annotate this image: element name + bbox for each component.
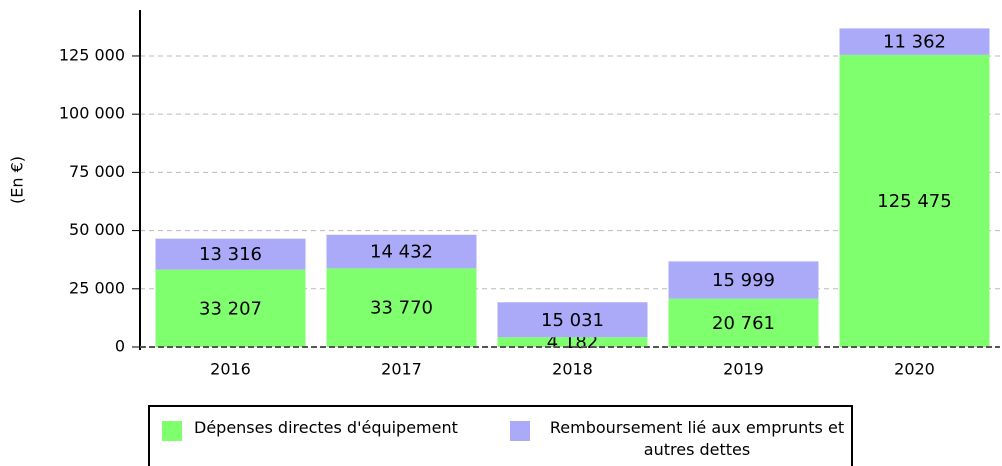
y-tick-label: 25 000 (69, 278, 125, 297)
bar-segment (155, 238, 306, 270)
value-label: 13 316 (199, 244, 262, 265)
legend-label: Remboursement lié aux emprunts et autres… (549, 418, 845, 459)
y-tick-label: 125 000 (59, 45, 125, 64)
legend-swatch (510, 421, 530, 441)
bar-segment (155, 269, 306, 347)
y-tick-label: 0 (115, 337, 125, 356)
value-label: 14 432 (370, 242, 433, 263)
bar-segment (668, 298, 819, 347)
legend: Dépenses directes d'équipement Remboursem… (148, 405, 853, 466)
legend-item: Dépenses directes d'équipement (162, 417, 458, 441)
bar-segment (497, 302, 648, 338)
x-tick-label: 2016 (210, 360, 251, 379)
chart: (En €) 0 25 000 50 000 75 000 100 000 125 000… (8, 10, 1000, 379)
y-tick-label: 75 000 (69, 162, 125, 181)
value-label: 15 031 (541, 310, 604, 331)
legend-label: Dépenses directes d'équipement (194, 418, 458, 437)
x-tick-label: 2020 (894, 360, 935, 379)
bar-segment (668, 261, 819, 299)
value-label: 20 761 (712, 313, 775, 334)
value-label: 33 770 (370, 298, 433, 319)
legend-swatch (162, 421, 182, 441)
y-tick-label: 100 000 (59, 104, 125, 123)
value-label: 125 475 (877, 191, 951, 212)
bar-segment (326, 268, 477, 347)
value-label: 33 207 (199, 298, 262, 319)
bar-segment (839, 54, 990, 347)
x-tick-label: 2017 (381, 360, 422, 379)
bar-segment (839, 28, 990, 55)
y-tick-label: 50 000 (69, 220, 125, 239)
value-label: 15 999 (712, 270, 775, 291)
bar-segment (497, 337, 648, 347)
y-axis-label: (En €) (8, 156, 27, 204)
x-tick-label: 2019 (723, 360, 764, 379)
value-label: 11 362 (883, 32, 946, 53)
x-tick-label: 2018 (552, 360, 593, 379)
bar-segment (326, 234, 477, 269)
legend-item: Remboursement lié aux emprunts et autres… (510, 417, 852, 461)
